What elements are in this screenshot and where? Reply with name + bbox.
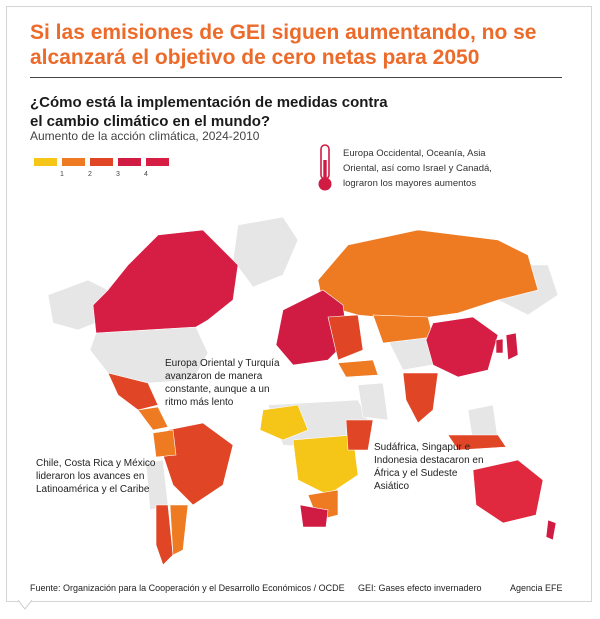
thermometer-note: Europa Occidental, Oceanía, Asia Orienta…: [343, 148, 492, 189]
legend-swatch-1: [62, 158, 85, 166]
map-east-africa: [345, 419, 374, 451]
title-divider: [30, 77, 562, 78]
annotation-africa: Sudáfrica, Singapur e Indonesia destacar…: [374, 442, 484, 492]
map-korea: [495, 338, 504, 354]
legend-tick-4: 4: [144, 171, 148, 178]
card-pointer: [18, 600, 32, 610]
map-usa: [89, 326, 209, 384]
legend-swatch-3: [118, 158, 141, 166]
map-russia: [317, 229, 539, 321]
footer-agency: Agencia EFE: [510, 583, 563, 593]
legend-swatch-2: [90, 158, 113, 166]
caption: Aumento de la acción climática, 2024-201…: [30, 129, 260, 143]
annotation-europe: Europa Oriental y Turquía avanzaron de m…: [165, 358, 280, 408]
map-china: [425, 316, 499, 378]
subtitle: ¿Cómo está la implementación de medidas …: [30, 94, 388, 130]
footer-source: Fuente: Organización para la Cooperación…: [30, 583, 345, 593]
map-greenland: [232, 216, 299, 288]
map-canada: [92, 229, 239, 334]
map-argentina: [169, 504, 189, 556]
legend-swatch-4: [146, 158, 169, 166]
map-indonesia: [447, 434, 507, 451]
map-japan: [505, 332, 519, 361]
map-middle-east: [357, 382, 389, 421]
map-brazil: [162, 422, 234, 506]
map-turkey: [337, 359, 379, 378]
footer-gei: GEI: Gases efecto invernadero: [358, 583, 482, 593]
map-chile: [155, 504, 174, 566]
map-west-africa: [259, 404, 309, 441]
map-mexico: [107, 372, 159, 411]
map-central-america: [137, 406, 169, 431]
legend-tick-2: 2: [88, 171, 92, 178]
map-new-zealand: [545, 519, 557, 541]
map-australia: [472, 459, 544, 524]
legend-tick-1: 1: [60, 171, 64, 178]
legend-swatch-0: [34, 158, 57, 166]
map-central-africa: [292, 434, 359, 496]
thermometer-icon: [318, 144, 332, 191]
annotation-latam: Chile, Costa Rica y México lideraron los…: [36, 458, 156, 495]
world-map: [47, 216, 559, 566]
map-eastern-europe: [327, 314, 364, 361]
headline: Si las emisiones de GEI siguen aumentand…: [30, 21, 537, 69]
map-india: [402, 372, 439, 424]
legend-tick-3: 3: [116, 171, 120, 178]
map-colombia: [152, 429, 177, 458]
map-south-africa: [299, 504, 329, 528]
